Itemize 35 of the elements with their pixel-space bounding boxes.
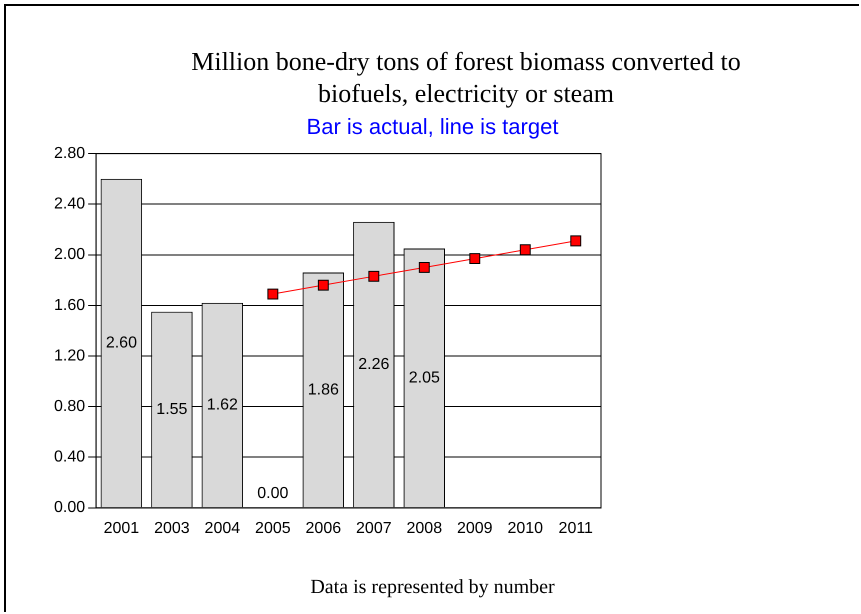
x-tick-label: 2003 — [154, 520, 190, 537]
point — [469, 253, 480, 264]
data-label: 1.62 — [206, 396, 238, 414]
data-label: 2.60 — [106, 334, 138, 352]
chart-title: Million bone-dry tons of forest biomass converted to biofuels, electricity or steam — [190, 46, 742, 110]
y-tick-label: 1.20 — [54, 347, 86, 364]
chart-subtitle: Bar is actual, line is target — [306, 114, 560, 140]
data-label: 1.86 — [308, 381, 339, 398]
y-tick-label: 2.00 — [54, 246, 86, 264]
y-tick-label: 1.60 — [54, 296, 86, 314]
y-tick-label: 0.80 — [54, 398, 86, 416]
y-tick-label: 2.80 — [54, 145, 86, 162]
x-tick-label: 2009 — [456, 520, 493, 537]
x-tick-label: 2005 — [255, 520, 291, 537]
point — [267, 288, 278, 300]
data-label: 1.55 — [156, 400, 188, 418]
x-tick-label: 2004 — [204, 520, 240, 537]
y-tick-label: 0.40 — [54, 448, 86, 466]
point — [418, 262, 430, 273]
point — [368, 270, 380, 282]
x-tick-label: 2008 — [406, 520, 442, 537]
point — [520, 244, 531, 256]
y-tick-label: 0.00 — [54, 499, 86, 516]
data-label: 2.05 — [408, 369, 440, 386]
x-tick-label: 2011 — [558, 520, 594, 537]
data-label: 0.00 — [257, 485, 289, 502]
x-tick-label: 2006 — [306, 520, 342, 537]
point — [570, 235, 582, 246]
x-tick-label: 2007 — [356, 520, 392, 537]
point — [318, 280, 329, 291]
x-tick-label: 2010 — [507, 520, 544, 537]
y-tick-label: 2.40 — [54, 196, 86, 213]
data-label: 2.26 — [358, 356, 390, 374]
x-tick-label: 2001 — [104, 520, 140, 537]
text: Data is represented by number — [309, 576, 556, 599]
